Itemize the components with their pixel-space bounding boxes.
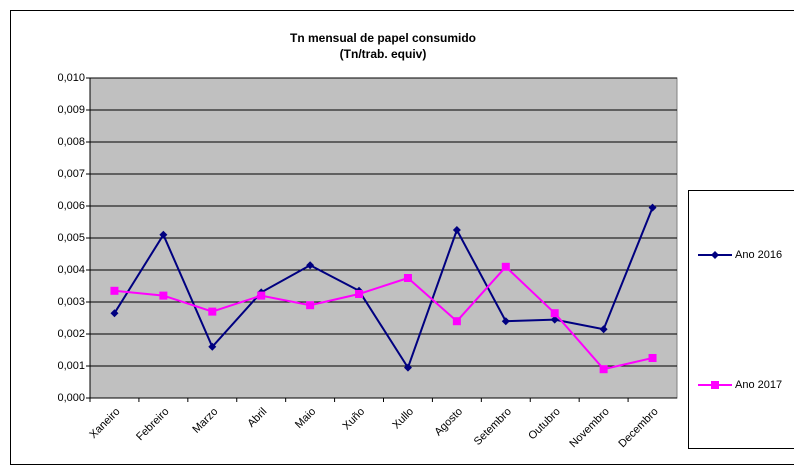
y-tick-label: 0,002 (57, 328, 85, 340)
y-tick-label: 0,001 (57, 360, 85, 372)
y-tick-label: 0,008 (57, 136, 85, 148)
legend-marker (711, 381, 719, 389)
data-point (403, 274, 412, 282)
data-point (501, 262, 510, 271)
y-tick-label: 0,007 (57, 168, 85, 180)
data-point (208, 307, 217, 316)
data-point (452, 317, 461, 326)
data-point (257, 291, 266, 300)
data-point (452, 226, 461, 234)
data-point (550, 309, 559, 318)
data-point (599, 365, 608, 374)
data-point (306, 261, 315, 270)
data-point (648, 203, 657, 212)
y-tick-label: 0,004 (57, 264, 85, 276)
legend-label: Ano 2017 (735, 379, 782, 391)
data-point (110, 286, 119, 295)
legend-label: Ano 2016 (735, 249, 782, 261)
data-point (159, 230, 168, 239)
data-point (599, 325, 608, 334)
data-point (159, 291, 168, 300)
data-point (648, 354, 657, 362)
series-line (114, 265, 653, 371)
data-point (355, 290, 364, 298)
y-tick-label: 0,000 (57, 392, 85, 404)
y-tick-label: 0,006 (57, 200, 85, 212)
data-point (550, 315, 559, 324)
y-tick-label: 0,003 (57, 296, 85, 308)
data-point (110, 309, 119, 318)
y-tick-label: 0,009 (57, 104, 85, 116)
chart-subtitle: (Tn/trab. equiv) (340, 47, 427, 61)
data-point (501, 317, 510, 326)
data-point (208, 342, 217, 351)
y-tick-label: 0,005 (57, 232, 85, 244)
chart-title: Tn mensual de papel consumido (290, 31, 476, 45)
data-point (306, 301, 315, 310)
data-point (403, 363, 412, 372)
y-tick-label: 0,010 (57, 72, 85, 84)
legend-marker (711, 251, 719, 259)
legend-box (688, 190, 794, 449)
